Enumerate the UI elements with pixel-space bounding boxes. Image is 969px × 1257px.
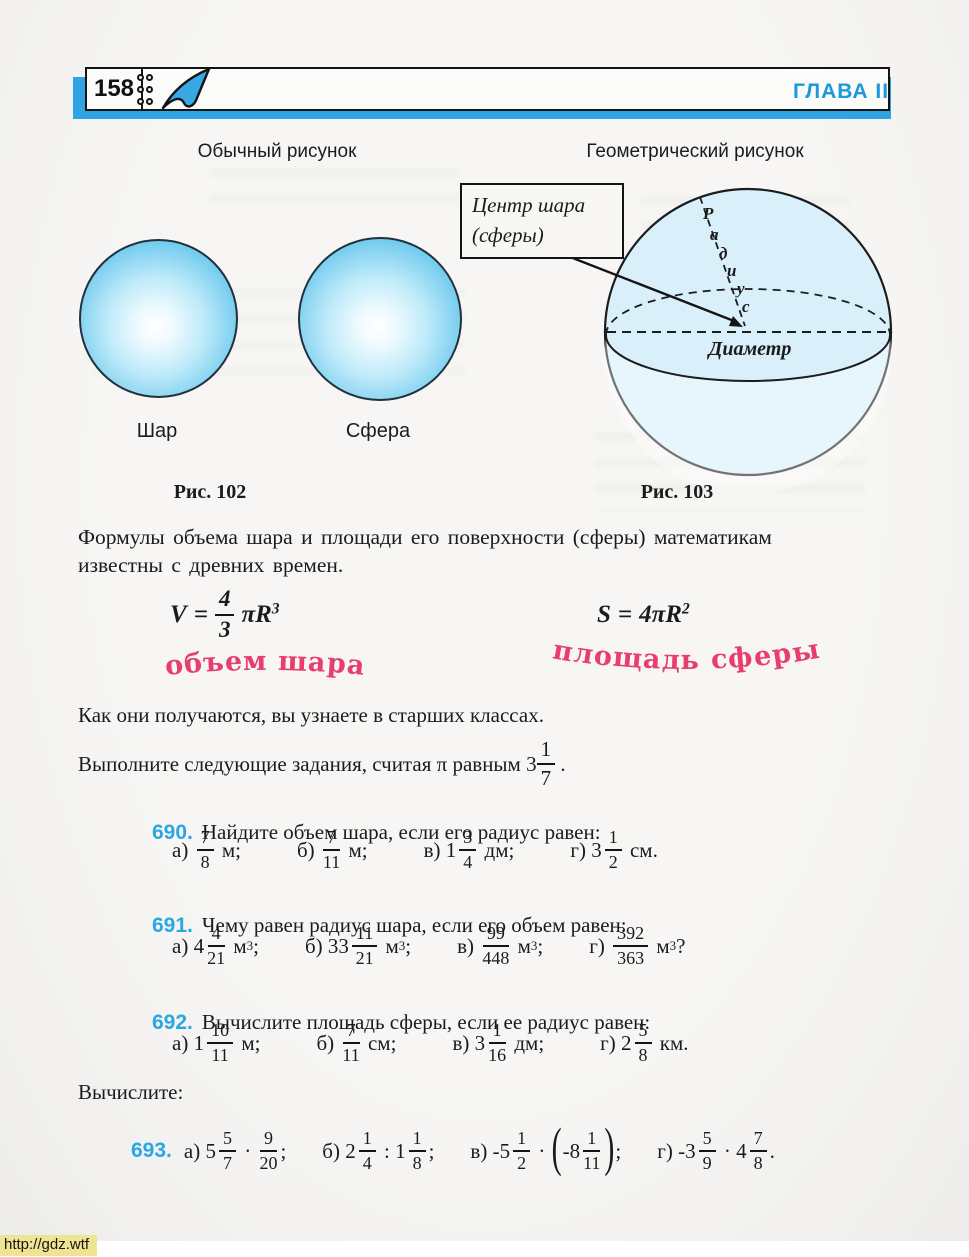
label-ordinary-drawing: Обычный рисунок: [197, 141, 357, 162]
option: б) 33 11 21 м 3;: [304, 922, 412, 968]
geometric-sphere-figure: [564, 187, 893, 495]
callout-line2: (сферы): [472, 223, 544, 248]
page-bleedthrough: [210, 168, 460, 208]
radius-letter: с: [742, 297, 750, 316]
option: в) 99 448 м 3;: [457, 922, 544, 968]
chapter-title: ГЛАВА II: [793, 80, 890, 103]
sphere-image: [298, 237, 462, 401]
problem-692: 692. Вычислите площадь сферы, если ее рад…: [131, 985, 650, 1060]
problem-statement: Вычислите площадь сферы, если ее радиус …: [201, 1010, 651, 1034]
volume-formula: V = 4 3 πR3: [170, 584, 280, 646]
options-row-691: а) 4 4 21 м 3; б) 33 11 21 м 3; в) 99 448 м 3; г…: [172, 918, 685, 974]
label-geometric-drawing: Геометрический рисунок: [586, 141, 804, 162]
diameter-label: Диаметр: [708, 338, 792, 360]
radius-line: [699, 196, 746, 327]
callout-arrow: [564, 253, 735, 323]
intro-paragraph-line1: Формулы объема шара и площади его поверх…: [78, 525, 772, 549]
intro-paragraph: Формулы объема шара и площади его поверх…: [78, 523, 896, 580]
intro-paragraph-line2: известны с древних времен.: [78, 553, 344, 578]
radius-letter: д: [719, 244, 728, 263]
compute-heading: Вычислите:: [78, 1080, 184, 1104]
radius-letter: и: [727, 261, 737, 280]
equals-sign: =: [193, 601, 208, 628]
stamp-volume: объем шара: [163, 645, 367, 682]
radius-letter: Р: [703, 204, 714, 223]
formula-rhs: πR3: [241, 600, 280, 628]
intro-line2: Как они получаются, вы узнаете в старших…: [78, 703, 544, 727]
option: в) -5 1 2 · (-8 1 11);: [470, 1118, 622, 1178]
figure-caption-103: Рис. 103: [640, 481, 714, 503]
watermark: http://gdz.wtf: [0, 1235, 98, 1256]
ball-image: [79, 239, 238, 398]
page-corner-arrow-icon: [156, 66, 218, 121]
surface-formula: S = 4πR2: [597, 584, 690, 646]
callout-line1: Центр шара: [472, 193, 586, 217]
formula-rhs: 4πR2: [639, 600, 690, 628]
center-callout-box: Центр шара (сферы): [460, 183, 624, 259]
equals-sign: =: [617, 601, 633, 628]
intro-line3: Выполните следующие задания, считая π ра…: [78, 737, 566, 790]
radius-letter: у: [737, 279, 745, 298]
figure-caption-102: Рис. 102: [173, 481, 247, 503]
scan-bottom-strip: [0, 1241, 969, 1257]
problem-number: 692.: [152, 1011, 193, 1034]
problem-691: 691. Чему равен радиус шара, если его объ…: [131, 888, 627, 963]
radius-letter: а: [710, 225, 719, 244]
problem-statement: Чему равен радиус шара, если его объем р…: [201, 913, 627, 937]
formula-lhs: S: [597, 601, 611, 628]
problem-number: 693.: [131, 1139, 172, 1162]
option: г) 392 363 м 3?: [589, 922, 686, 968]
formula-fraction: 4 3: [214, 586, 235, 643]
page-number: 158: [93, 75, 135, 102]
option: а) 1 10 11 м;: [172, 1019, 261, 1065]
option: а) 4 4 21 м 3;: [172, 922, 259, 968]
option: б) 7 11 м;: [296, 826, 368, 872]
ball-label: Шар: [136, 420, 178, 442]
option: в) 3 1 16 дм;: [452, 1019, 545, 1065]
formula-lhs: V: [170, 601, 187, 628]
problem-number: 691.: [152, 914, 193, 937]
problem-number: 690.: [152, 821, 193, 844]
spiral-binding-icon: [137, 74, 153, 105]
stamp-surface: площадь сферы: [550, 633, 823, 677]
option: б) 7 11 см;: [316, 1019, 397, 1065]
problem-690: 690. Найдите объем шара, если его радиус …: [131, 795, 601, 870]
problem-statement: Найдите объем шара, если его радиус раве…: [201, 820, 601, 844]
header-band: [85, 67, 890, 111]
page-number-box: 158: [85, 67, 143, 111]
sphere-label: Сфера: [345, 420, 411, 442]
